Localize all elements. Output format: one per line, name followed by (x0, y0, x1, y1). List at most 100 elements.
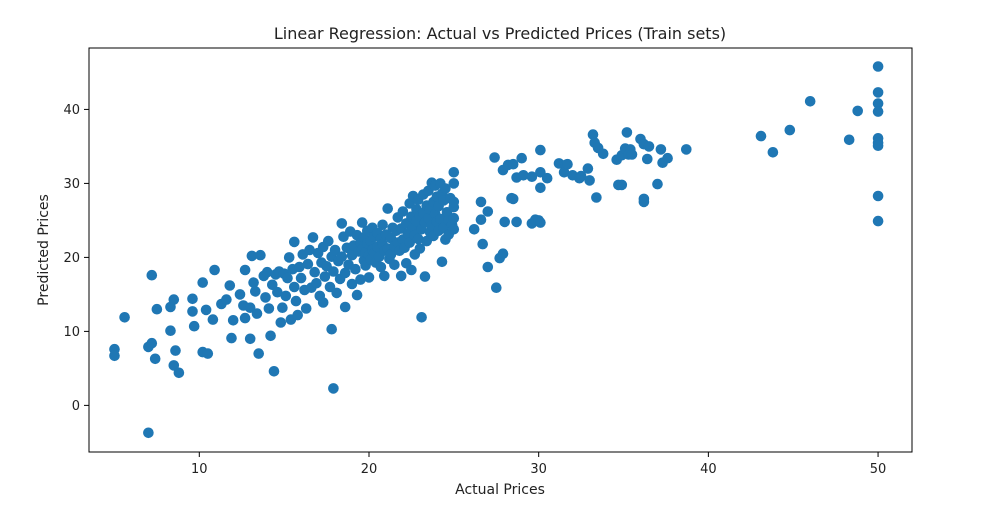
data-point (263, 303, 275, 314)
data-point (468, 224, 480, 235)
data-point (226, 332, 237, 344)
data-point (575, 170, 587, 182)
data-point (526, 171, 538, 182)
data-point (767, 147, 779, 158)
data-point (655, 144, 667, 155)
plot-frame (88, 47, 913, 453)
data-point (323, 235, 334, 247)
data-point (587, 129, 599, 140)
data-point (404, 237, 416, 248)
data-point (507, 193, 519, 205)
data-point (440, 183, 451, 194)
y-tick-label: 40 (63, 103, 80, 118)
data-point (168, 360, 180, 371)
data-point (224, 280, 236, 291)
data-point (397, 206, 409, 217)
data-point (317, 297, 329, 308)
x-tick-label: 30 (530, 462, 547, 477)
data-point (319, 271, 331, 282)
data-point (621, 127, 633, 138)
data-point (239, 264, 251, 276)
data-point (328, 266, 339, 277)
data-point (202, 348, 214, 359)
data-point (307, 232, 319, 243)
data-point (282, 272, 293, 284)
data-point (187, 306, 198, 317)
x-tick-label: 20 (361, 462, 378, 477)
data-point (482, 261, 494, 273)
data-point (389, 259, 400, 271)
data-point (435, 213, 446, 225)
data-point (187, 293, 198, 305)
data-point (143, 427, 154, 439)
data-point (329, 244, 341, 256)
data-point (275, 317, 287, 328)
data-point (253, 348, 264, 359)
y-tick-label: 20 (63, 251, 80, 266)
data-point (852, 105, 863, 117)
data-point (584, 175, 595, 186)
data-point (491, 282, 502, 294)
data-point (475, 214, 487, 225)
data-point (535, 144, 546, 156)
data-point (146, 337, 158, 349)
data-point (170, 345, 181, 356)
y-tick-label: 0 (72, 399, 80, 414)
data-point (255, 249, 266, 261)
data-point (755, 130, 767, 142)
data-point (562, 158, 573, 170)
data-point (535, 182, 546, 194)
data-point (246, 250, 258, 262)
data-point (168, 294, 180, 305)
data-point (149, 353, 161, 365)
data-point (173, 367, 185, 379)
data-point (872, 106, 884, 117)
data-point (511, 216, 522, 228)
data-point (872, 98, 884, 109)
data-point (250, 286, 261, 297)
data-point (200, 304, 212, 316)
data-point (872, 215, 884, 227)
data-point (244, 333, 256, 345)
data-point (188, 320, 200, 332)
data-point (872, 190, 884, 202)
data-point (290, 295, 302, 307)
data-point (643, 141, 655, 152)
data-point (304, 244, 315, 256)
data-point (109, 350, 120, 362)
data-point (638, 196, 650, 208)
data-point (146, 269, 158, 281)
data-point (475, 196, 487, 208)
data-point (300, 303, 312, 314)
data-point (328, 383, 339, 394)
data-point (350, 263, 361, 275)
points-layer (109, 61, 884, 439)
data-point (336, 218, 348, 229)
data-point (326, 323, 338, 335)
data-point (265, 330, 276, 342)
data-point (414, 243, 426, 254)
data-point (234, 289, 246, 300)
data-point (681, 144, 692, 155)
data-point (662, 152, 673, 164)
data-point (165, 325, 176, 337)
data-point (652, 178, 663, 190)
data-point (248, 277, 259, 288)
data-point (597, 148, 609, 160)
data-point (207, 314, 219, 325)
y-axis-label: Predicted Prices (36, 194, 52, 306)
data-point (336, 251, 348, 262)
data-point (382, 203, 394, 214)
data-point (309, 266, 321, 278)
data-point (277, 302, 288, 314)
data-point (518, 170, 529, 181)
data-point (339, 267, 351, 279)
data-point (499, 216, 511, 228)
data-point (119, 312, 130, 323)
data-point (448, 212, 460, 224)
data-point (283, 252, 295, 263)
data-point (355, 274, 366, 285)
data-point (591, 192, 602, 203)
